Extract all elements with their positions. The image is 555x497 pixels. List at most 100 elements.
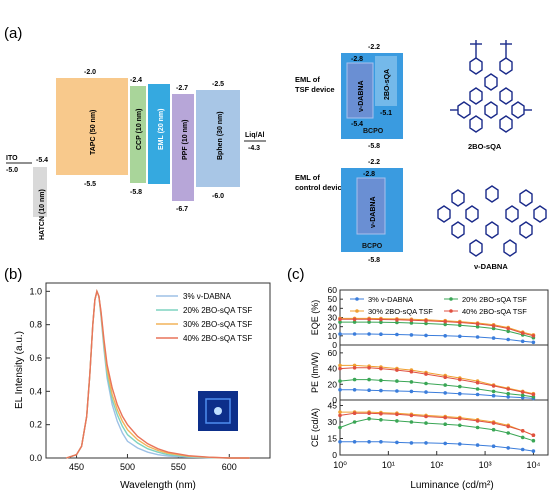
chart-c-series-point	[531, 438, 536, 443]
chart-c-series-line	[339, 418, 534, 442]
chart-c-series-point	[338, 317, 342, 322]
layer-ccp-label: CCP (10 nm)	[136, 109, 143, 151]
chart-c-xlabel: Luminance (cd/m²)	[410, 480, 493, 491]
chart-b-xtick-label: 550	[171, 462, 186, 472]
chart-c-series-point	[443, 375, 448, 380]
chart-c-series-point	[424, 414, 428, 419]
control-dopant1-lumo: -2.8	[363, 171, 375, 178]
chart-c-series-point	[458, 334, 462, 339]
chart-c-series-point	[338, 379, 342, 383]
chart-c-ytick-label: 40	[328, 303, 338, 313]
molecule-v-dabna: ν-DABNA	[437, 185, 547, 271]
chart-c-ytick-label: 0	[332, 450, 337, 460]
layer-bphen-lumo: -2.5	[212, 81, 224, 88]
chart-c-series-point	[491, 389, 496, 394]
chart-c-series-point	[458, 416, 462, 421]
chart-c-series-point	[379, 388, 383, 393]
molecule-2bo-sqa: 2BO-sQA	[450, 40, 532, 151]
chart-c-series-point	[506, 387, 511, 391]
chart-b-frame	[45, 282, 271, 459]
chart-c-ytick-label: 15	[328, 434, 338, 444]
control-dopant-vdabna	[356, 177, 386, 235]
chart-c-series-point	[458, 423, 462, 428]
chart-c-series-point	[379, 320, 383, 325]
chart-c-series-line	[340, 317, 534, 336]
chart-c-series-line	[339, 367, 534, 395]
chart-c-series-point	[475, 335, 480, 339]
chart-b-ytick-label: 0.4	[29, 386, 42, 396]
chart-b-legend-label: 20% 2BO-sQA TSF	[183, 306, 252, 315]
chart-c-ytick-label: 0	[332, 395, 337, 405]
layer-ccp-homo: -5.8	[130, 189, 142, 196]
tsf-dopant1-label: ν-DABNA	[358, 81, 365, 113]
chart-c-ytick-label: 10	[328, 331, 338, 341]
chart-c-series-line	[340, 411, 534, 436]
chart-c-ytick-label: 30	[328, 417, 338, 427]
chart-b-ytick-label: 0.6	[29, 353, 42, 363]
chart-c-ytick-label: 20	[328, 322, 338, 332]
chart-b-ytick-label: 1.0	[29, 286, 42, 296]
chart-c-series-point	[531, 392, 536, 397]
chart-b-xtick-label: 600	[222, 462, 237, 472]
chart-c-series-point	[395, 320, 399, 325]
chart-c-legend-label: 30% 2BO-sQA TSF	[368, 307, 433, 316]
chart-c-series-point	[424, 381, 428, 386]
chart-c-series-point	[458, 442, 462, 446]
chart-c-series-point	[379, 440, 383, 444]
chart-c-ylabel: CE (cd/A)	[310, 408, 320, 447]
chart-c-series-point	[491, 444, 496, 449]
chart-c-series-point	[352, 332, 357, 336]
device-photo-glow	[214, 407, 222, 415]
chart-c-series-point	[367, 388, 371, 393]
chart-c-legend-marker	[355, 297, 359, 301]
chart-c-ytick-label: 40	[328, 364, 338, 374]
layer-ppf-homo: -6.7	[176, 206, 188, 213]
chart-c-series-point	[338, 388, 342, 392]
chart-c-ytick-label: 60	[328, 285, 338, 295]
chart-c-series-point	[491, 384, 496, 388]
chart-b-ylabel: EL Intensity (a.u.)	[14, 331, 25, 409]
chart-c-series-point	[409, 369, 414, 374]
chart-c-series-point	[352, 377, 357, 382]
chart-c-ylabel: EQE (%)	[310, 300, 320, 336]
chart-c-series-point	[409, 441, 414, 445]
chart-c-series-point	[443, 415, 448, 420]
chart-b-ytick-label: 0.2	[29, 420, 42, 430]
chart-c-series-point	[409, 321, 414, 325]
control-host-label: BCPO	[362, 243, 383, 250]
ito-value: -5.0	[6, 167, 18, 174]
chart-c-ytick-label: 50	[328, 294, 338, 304]
tsf-dopant2-label: 2BO-sQA	[384, 69, 391, 100]
chart-c-series-point	[338, 332, 342, 336]
chart-c-legend-marker	[355, 309, 359, 313]
molecule-2bo-sqa-label: 2BO-sQA	[468, 142, 502, 151]
chart-c-series-point	[409, 380, 414, 384]
tsf-host-homo: -5.8	[368, 143, 380, 150]
chart-c-series-point	[409, 333, 414, 337]
chart-c-series-point	[491, 324, 496, 328]
chart-c-series-point	[475, 380, 480, 385]
control-dopant1-label: ν-DABNA	[370, 197, 377, 229]
chart-c-series-point	[395, 419, 399, 423]
chart-c-xtick-label: 10¹	[382, 460, 395, 470]
chart-c-series-point	[409, 413, 414, 418]
chart-b-xlabel: Wavelength (nm)	[120, 480, 196, 491]
chart-c-series-point	[491, 427, 496, 432]
chart-c-ytick-label: 45	[328, 401, 338, 411]
chart-c-series-point	[395, 412, 399, 417]
el-spectrum-chart: 450 500 550 600 0.0 0.2 0.4 0.6 0.8 1.0 Wavelengt…	[14, 282, 271, 491]
chart-c-series-point	[531, 449, 536, 453]
chart-c-series-point	[338, 410, 342, 414]
chart-c-series-point	[395, 368, 399, 372]
layer-ppf-lumo: -2.7	[176, 85, 188, 92]
layer-bphen-label: Bphen (30 nm)	[217, 111, 224, 160]
chart-c-series-point	[352, 440, 357, 444]
chart-c-series-point	[395, 318, 399, 322]
chart-b-legend-label: 3% ν-DABNA	[183, 292, 232, 301]
chart-c-series-point	[424, 441, 428, 445]
chart-c-series-point	[409, 420, 414, 424]
chart-b-legend-label: 30% 2BO-sQA TSF	[183, 320, 252, 329]
chart-c-series-point	[491, 393, 496, 398]
chart-c-series-point	[491, 421, 496, 425]
